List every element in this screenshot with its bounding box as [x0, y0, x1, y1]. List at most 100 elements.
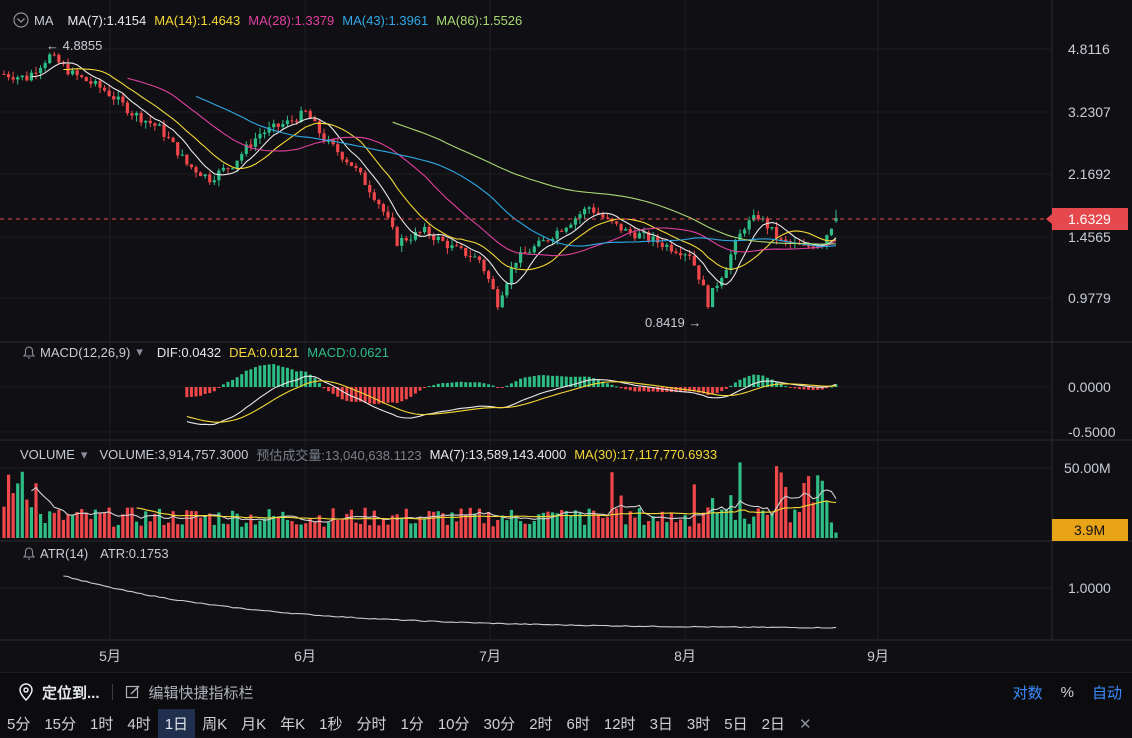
atr-label[interactable]: ATR(14)	[40, 545, 89, 561]
period-button[interactable]: 4时	[127, 716, 151, 733]
volume-bar	[194, 511, 198, 538]
candle-body	[724, 269, 728, 278]
locate-button[interactable]: 定位到...	[18, 682, 100, 703]
period-button[interactable]: 1日	[157, 709, 196, 738]
period-button[interactable]: 3日	[649, 716, 673, 733]
ma-legend-item: MA(7):1.4154	[67, 12, 147, 28]
macd-histogram-bar	[185, 387, 189, 398]
chevron-down-icon[interactable]: ▾	[80, 446, 88, 462]
period-button[interactable]: 15分	[44, 716, 77, 733]
alarm-bell-icon[interactable]	[20, 344, 38, 360]
candle-body	[317, 121, 322, 134]
auto-scale-toggle[interactable]: 自动	[1091, 684, 1122, 702]
candle-body	[89, 81, 93, 84]
macd-histogram-bar	[647, 387, 651, 392]
period-button[interactable]: 12时	[603, 716, 636, 733]
candle-body	[582, 208, 587, 215]
period-button[interactable]: 6时	[566, 716, 590, 733]
macd-histogram-bar	[368, 387, 372, 404]
chevron-down-icon[interactable]: ▾	[136, 344, 143, 359]
volume-bar	[75, 512, 79, 538]
period-button[interactable]: 分时	[356, 716, 387, 733]
volume-bar	[372, 510, 376, 538]
period-button[interactable]: 5日	[724, 716, 748, 733]
candle-body	[162, 124, 166, 137]
macd-histogram-bar	[267, 364, 271, 387]
candle-body	[459, 246, 463, 248]
macd-histogram-bar	[770, 379, 774, 387]
edit-indicators-button[interactable]: 编辑快捷指标栏	[125, 682, 254, 703]
volume-bar	[336, 519, 340, 538]
period-button[interactable]: 1秒	[319, 716, 343, 733]
macd-histogram-bar	[400, 387, 404, 402]
period-button[interactable]: 5分	[7, 716, 31, 733]
macd-histogram-bar	[208, 387, 212, 394]
candle-body	[829, 228, 834, 236]
close-icon[interactable]: ✕	[798, 715, 812, 733]
period-button[interactable]: 周K	[202, 716, 228, 733]
volume-label[interactable]: VOLUME	[20, 447, 75, 462]
macd-histogram-bar	[523, 377, 527, 387]
candle-body	[441, 236, 445, 241]
period-button[interactable]: 2时	[529, 716, 553, 733]
macd-histogram-bar	[752, 374, 756, 387]
period-button[interactable]: 30分	[483, 716, 516, 733]
macd-histogram-bar	[336, 387, 340, 397]
macd-histogram-bar	[308, 374, 312, 387]
candle-body	[212, 180, 216, 183]
volume-bar	[747, 523, 751, 538]
edit-icon	[125, 685, 140, 699]
alarm-bell-icon[interactable]	[20, 545, 38, 561]
volume-bar	[774, 466, 779, 538]
volume-bar	[386, 524, 390, 538]
period-button[interactable]: 1时	[90, 716, 114, 733]
volume-bar	[610, 472, 614, 538]
candle-body	[697, 265, 701, 280]
volume-bar	[765, 514, 770, 538]
macd-histogram-bar	[651, 387, 655, 392]
period-button[interactable]: 10分	[437, 716, 470, 733]
candle-body	[523, 251, 527, 253]
candle-body	[601, 214, 605, 218]
macd-histogram-bar	[624, 387, 628, 390]
period-button[interactable]: 3时	[686, 716, 711, 733]
volume-bar	[34, 483, 38, 538]
volume-bar	[436, 511, 440, 538]
chart-area[interactable]: 4.8116 3.2307 2.1692 1.4565 0.9779 0.0000 -0.5…	[0, 0, 1132, 672]
macd-histogram-bar	[203, 387, 207, 394]
volume-bar	[276, 516, 280, 538]
volume-bar	[134, 521, 139, 538]
chart-canvas[interactable]: 4.8116 3.2307 2.1692 1.4565 0.9779 0.0000 -0.5…	[0, 0, 1132, 672]
candle-body	[706, 285, 710, 308]
volume-bar	[601, 518, 605, 538]
log-scale-toggle[interactable]: 对数	[1012, 684, 1043, 702]
volume-bar	[112, 526, 116, 538]
volume-bar	[272, 515, 276, 538]
collapse-icon[interactable]	[12, 11, 30, 29]
candle-body	[592, 207, 596, 213]
period-button[interactable]: 月K	[241, 716, 267, 733]
volume-bar	[281, 511, 285, 538]
period-button[interactable]: 1分	[400, 716, 424, 733]
candle-body	[628, 229, 632, 233]
percent-scale-toggle[interactable]: %	[1060, 683, 1074, 701]
macd-histogram-bar	[528, 376, 532, 387]
candle-body	[477, 256, 482, 260]
candle-body	[43, 63, 47, 68]
period-button[interactable]: 2日	[761, 716, 785, 733]
macd-label[interactable]: MACD(12,26,9)	[40, 344, 131, 360]
period-button[interactable]: 年K	[280, 716, 306, 733]
volume-bar	[422, 518, 427, 538]
macd-histogram-bar	[231, 379, 235, 387]
ma-label[interactable]: MA	[34, 12, 54, 28]
candle-body	[505, 283, 509, 296]
candle-body	[349, 162, 354, 166]
volume-bar	[523, 523, 527, 538]
macd-histogram-bar	[834, 384, 838, 387]
volume-bar	[240, 526, 244, 538]
volume-bar	[793, 509, 797, 538]
volume-bar	[665, 522, 669, 538]
candle-body	[806, 244, 811, 247]
candle-body	[253, 138, 258, 147]
macd-histogram-bar	[578, 376, 582, 387]
